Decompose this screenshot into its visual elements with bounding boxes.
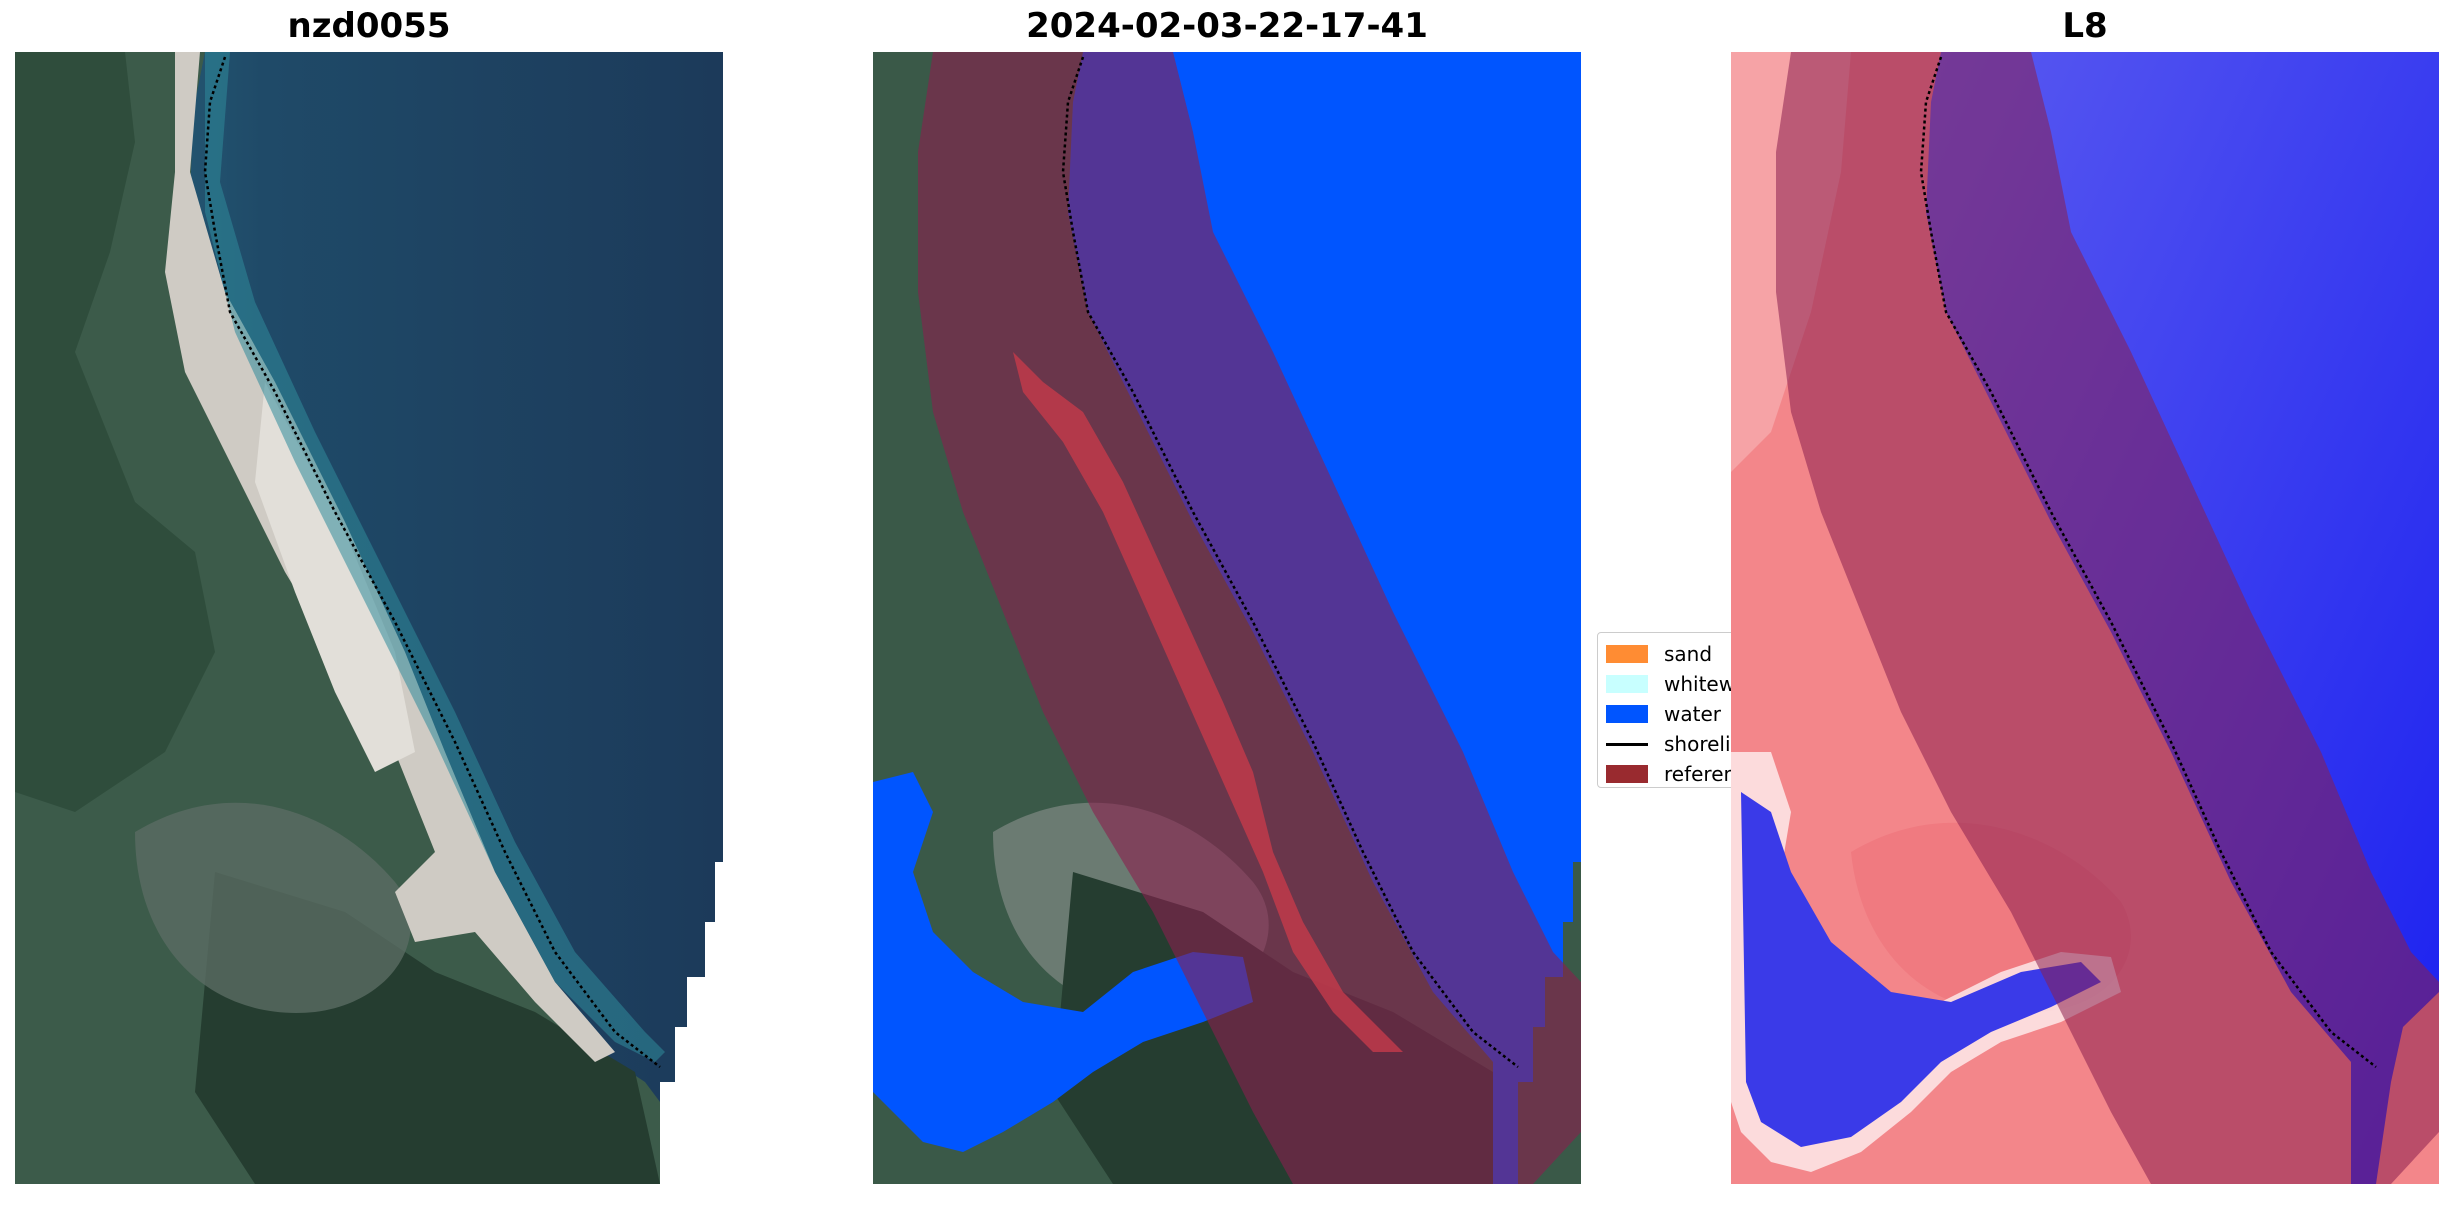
water-swatch (1606, 705, 1648, 723)
panel-title-image-id: nzd0055 (287, 6, 451, 46)
legend-item-reference-buffer: reference shoreline buffer (1606, 759, 1737, 787)
legend-item-whitewater: whitewater (1606, 669, 1736, 699)
legend-label-whitewater: whitewater (1664, 672, 1736, 696)
legend-label-water: water (1664, 702, 1721, 726)
shoreline-swatch (1606, 742, 1648, 746)
whitewater-swatch (1606, 675, 1648, 693)
legend-label-sand: sand (1664, 642, 1713, 666)
reference-buffer-swatch (1606, 765, 1648, 783)
legend-item-water: water (1606, 699, 1736, 729)
rgb-satellite-image (15, 52, 723, 1184)
classification-legend: sand whitewater water shoreline referenc… (1597, 632, 1737, 788)
classified-image (873, 52, 1581, 1184)
legend-item-shoreline: shoreline (1606, 729, 1736, 759)
panel-title-index: L8 (2062, 6, 2108, 46)
panel-title-date: 2024-02-03-22-17-41 (1026, 6, 1428, 46)
legend-label-reference-buffer: reference shoreline buffer (1664, 762, 1737, 786)
legend-label-shoreline: shoreline (1664, 732, 1736, 756)
sand-swatch (1606, 645, 1648, 663)
legend-item-sand: sand (1606, 639, 1736, 669)
index-map (1731, 52, 2439, 1184)
